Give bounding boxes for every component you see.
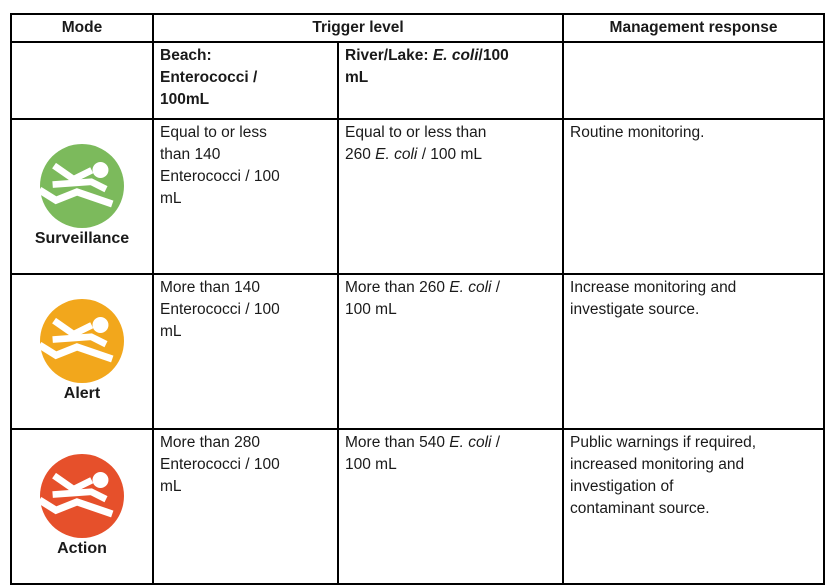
subheader-empty-mode — [10, 41, 154, 120]
management-response-cell: Routine monitoring. — [562, 118, 826, 275]
management-response-text: Public warnings if required, increased m… — [570, 434, 757, 517]
management-response-cell: Public warnings if required, increased m… — [562, 428, 826, 585]
river-trigger-species: E. coli — [449, 279, 492, 296]
river-trigger-prefix: Equal to or less than 260 — [345, 124, 487, 163]
management-response-text: Routine monitoring. — [570, 124, 705, 141]
page: Mode Trigger level Management response B… — [10, 13, 826, 585]
subheader-river-prefix: River/Lake: — [345, 47, 433, 64]
beach-trigger-cell: More than 140 Enterococci / 100 mL — [152, 273, 339, 430]
river-trigger-prefix: More than 260 — [345, 279, 450, 296]
beach-trigger-text: Equal to or less than 140 Enterococci / … — [160, 124, 280, 207]
river-trigger-cell: More than 260 E. coli / 100 mL — [336, 273, 565, 430]
subheader-beach-text: Beach: Enterococci / 100mL — [160, 47, 258, 108]
mode-wrap: Alert — [18, 299, 146, 427]
subheader-row: Beach: Enterococci / 100mL River/Lake: E… — [10, 41, 826, 120]
river-trigger-cell: More than 540 E. coli / 100 mL — [336, 428, 565, 585]
mode-wrap: Surveillance — [18, 144, 146, 272]
swimmer-icon — [40, 299, 124, 383]
water-quality-trigger-table: Mode Trigger level Management response B… — [10, 13, 826, 585]
river-trigger-suffix: / 100 mL — [345, 279, 501, 318]
mode-label: Action — [57, 540, 107, 557]
subheader-river: River/Lake: E. coli/100 mL — [336, 41, 565, 120]
subheader-beach: Beach: Enterococci / 100mL — [152, 41, 339, 120]
beach-trigger-cell: Equal to or less than 140 Enterococci / … — [152, 118, 339, 275]
table-row-alert: Alert More than 140 Enterococci / 100 mL… — [10, 273, 826, 430]
swimmer-icon — [40, 144, 124, 228]
beach-trigger-text: More than 280 Enterococci / 100 mL — [160, 434, 280, 495]
mode-wrap: Action — [18, 454, 146, 582]
river-trigger-suffix: / 100 mL — [345, 434, 501, 473]
mode-cell-alert: Alert — [10, 273, 154, 430]
river-trigger-suffix: / 100 mL — [417, 146, 483, 163]
mode-cell-surveillance: Surveillance — [10, 118, 154, 275]
mode-cell-action: Action — [10, 428, 154, 585]
header-trigger-level: Trigger level — [151, 13, 565, 43]
subheader-river-suffix: /100 mL — [345, 47, 509, 86]
table-row-action: Action More than 280 Enterococci / 100 m… — [10, 428, 826, 585]
table-row-surveillance: Surveillance Equal to or less than 140 E… — [10, 118, 826, 275]
management-response-text: Increase monitoring and investigate sour… — [570, 279, 737, 318]
header-row: Mode Trigger level Management response — [10, 13, 826, 43]
beach-trigger-text: More than 140 Enterococci / 100 mL — [160, 279, 280, 340]
subheader-empty-mgmt — [562, 41, 826, 120]
header-mode: Mode — [10, 13, 154, 43]
mode-label: Surveillance — [34, 230, 130, 247]
river-trigger-species: E. coli — [375, 146, 418, 163]
beach-trigger-cell: More than 280 Enterococci / 100 mL — [152, 428, 339, 585]
river-trigger-species: E. coli — [449, 434, 492, 451]
river-trigger-cell: Equal to or less than 260 E. coli / 100 … — [336, 118, 565, 275]
swimmer-icon — [40, 454, 124, 538]
management-response-cell: Increase monitoring and investigate sour… — [562, 273, 826, 430]
mode-label: Alert — [63, 385, 101, 402]
subheader-river-species: E. coli — [432, 47, 479, 64]
river-trigger-prefix: More than 540 — [345, 434, 450, 451]
header-management-response: Management response — [562, 13, 826, 43]
